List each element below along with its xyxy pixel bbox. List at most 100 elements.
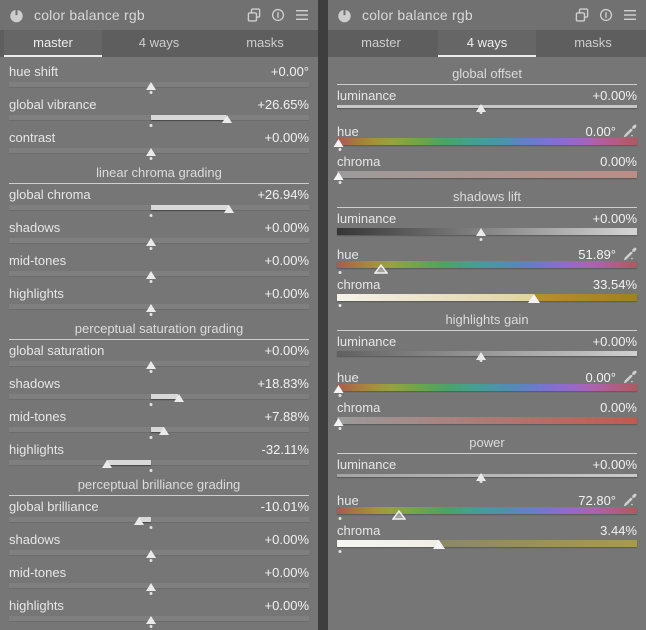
slider-track-area[interactable] — [9, 204, 309, 217]
slider-track-area[interactable] — [9, 360, 309, 373]
slider-marker[interactable] — [145, 82, 156, 90]
slider-value[interactable]: +0.00% — [264, 532, 309, 547]
slider-track-area[interactable] — [9, 237, 309, 250]
reset-icon[interactable] — [271, 8, 285, 22]
tab-masks[interactable]: masks — [574, 35, 612, 50]
slider-value[interactable]: +26.94% — [257, 187, 309, 202]
slider-marker[interactable] — [145, 361, 156, 369]
slider-value[interactable]: +0.00% — [264, 220, 309, 235]
slider-value[interactable]: +0.00% — [264, 565, 309, 580]
slider-marker[interactable] — [433, 540, 445, 549]
slider-marker[interactable] — [391, 507, 406, 525]
slider-track-area[interactable] — [337, 540, 637, 553]
slider-value[interactable]: 51.89° — [578, 247, 616, 262]
slider-value[interactable]: 3.44% — [600, 523, 637, 538]
slider-marker[interactable] — [145, 583, 156, 591]
slider-value[interactable]: 33.54% — [592, 277, 637, 292]
presets-menu-icon[interactable] — [295, 9, 309, 21]
slider-value[interactable]: -10.01% — [260, 499, 309, 514]
slider-track-area[interactable] — [9, 270, 309, 283]
slider-marker[interactable] — [145, 271, 156, 279]
slider-value[interactable]: 0.00% — [600, 400, 637, 415]
slider-value[interactable]: 72.80° — [578, 493, 616, 508]
slider-track-area[interactable] — [9, 303, 309, 316]
slider-marker[interactable] — [145, 304, 156, 312]
module-panel: color balance rgb master 4 ways masks global… — [328, 0, 646, 630]
slider-marker[interactable] — [333, 139, 344, 147]
slider-track-area[interactable] — [9, 393, 309, 406]
slider-track-area[interactable] — [333, 171, 637, 184]
color-picker-icon[interactable] — [622, 369, 637, 387]
slider-marker[interactable] — [173, 394, 184, 402]
slider-marker[interactable] — [159, 427, 170, 435]
slider-value[interactable]: +7.88% — [264, 409, 309, 424]
tab-master[interactable]: master — [4, 30, 102, 57]
slider-track-area[interactable] — [333, 417, 637, 430]
slider-value[interactable]: 0.00° — [585, 370, 616, 385]
slider-track-area[interactable] — [9, 549, 309, 562]
slider-track-area[interactable] — [337, 228, 637, 241]
slider-value[interactable]: +0.00% — [264, 130, 309, 145]
color-picker-icon[interactable] — [622, 246, 637, 264]
power-icon[interactable] — [337, 7, 352, 23]
presets-menu-icon[interactable] — [623, 9, 637, 21]
slider-value[interactable]: +26.65% — [257, 97, 309, 112]
slider-marker[interactable] — [373, 261, 388, 279]
slider-marker[interactable] — [145, 238, 156, 246]
slider-track-area[interactable] — [9, 81, 309, 94]
slider-track-area[interactable] — [337, 261, 637, 274]
slider-marker[interactable] — [476, 228, 486, 236]
slider-marker[interactable] — [145, 616, 156, 624]
slider-track-area[interactable] — [337, 104, 637, 118]
tab-master[interactable]: master — [361, 35, 401, 50]
slider-value[interactable]: +0.00% — [592, 88, 637, 103]
slider-track-area[interactable] — [333, 384, 637, 397]
slider-marker[interactable] — [101, 460, 112, 468]
slider-track-area[interactable] — [9, 615, 309, 628]
slider-value[interactable]: +0.00% — [264, 286, 309, 301]
slider-value[interactable]: +0.00% — [592, 334, 637, 349]
slider-value[interactable]: +0.00% — [264, 343, 309, 358]
multi-instance-icon[interactable] — [247, 8, 261, 22]
slider-value[interactable]: +0.00% — [592, 211, 637, 226]
multi-instance-icon[interactable] — [575, 8, 589, 22]
tab-4-ways[interactable]: 4 ways — [438, 30, 536, 57]
slider-track-area[interactable] — [337, 507, 637, 520]
slider-marker[interactable] — [145, 148, 156, 156]
color-picker-icon[interactable] — [622, 492, 637, 510]
slider-track-area[interactable] — [337, 473, 637, 487]
slider-marker[interactable] — [476, 473, 486, 481]
slider-marker[interactable] — [145, 550, 156, 558]
slider-marker[interactable] — [221, 115, 232, 123]
slider-track-area[interactable] — [9, 516, 309, 529]
slider-marker[interactable] — [476, 104, 486, 112]
slider-track-area[interactable] — [337, 294, 637, 307]
slider-marker[interactable] — [476, 352, 486, 360]
power-icon[interactable] — [9, 7, 24, 23]
slider-track-area[interactable] — [333, 138, 637, 151]
slider-value[interactable]: +0.00% — [264, 598, 309, 613]
slider-track-area[interactable] — [9, 426, 309, 439]
slider-marker[interactable] — [223, 205, 234, 213]
tab-masks[interactable]: masks — [246, 35, 284, 50]
slider-value[interactable]: +0.00° — [270, 64, 309, 79]
slider-track-area[interactable] — [9, 114, 309, 127]
reset-icon[interactable] — [599, 8, 613, 22]
slider-value[interactable]: 0.00° — [585, 124, 616, 139]
slider-value[interactable]: 0.00% — [600, 154, 637, 169]
slider-value[interactable]: +18.83% — [257, 376, 309, 391]
tab-4-ways[interactable]: 4 ways — [138, 35, 180, 50]
color-picker-icon[interactable] — [622, 123, 637, 141]
slider-track-area[interactable] — [9, 147, 309, 160]
slider-track-area[interactable] — [9, 582, 309, 595]
slider-value[interactable]: -32.11% — [261, 442, 309, 457]
slider-value[interactable]: +0.00% — [264, 253, 309, 268]
slider-marker[interactable] — [333, 418, 344, 426]
slider-track-area[interactable] — [337, 351, 637, 364]
slider-marker[interactable] — [333, 172, 344, 180]
slider-value[interactable]: +0.00% — [592, 457, 637, 472]
slider-track-area[interactable] — [9, 459, 309, 472]
slider-marker[interactable] — [133, 517, 144, 525]
slider-marker[interactable] — [333, 385, 344, 393]
slider-marker[interactable] — [527, 294, 540, 303]
